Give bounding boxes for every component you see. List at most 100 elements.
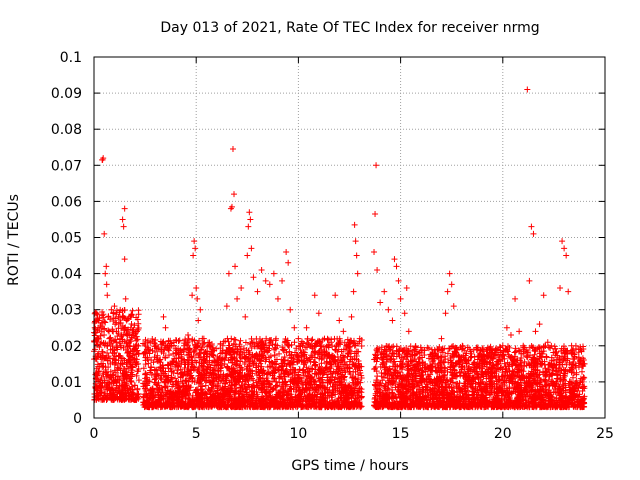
data-point [109, 326, 116, 333]
data-point [119, 355, 126, 362]
data-point [114, 384, 121, 391]
data-point [332, 347, 339, 354]
y-tick-label: 0.07 [51, 158, 82, 174]
data-point [223, 352, 230, 359]
data-point [128, 395, 135, 402]
data-point [124, 349, 131, 356]
data-point [127, 378, 134, 385]
y-tick-labels: 00.010.020.030.040.050.060.070.080.090.1 [51, 50, 82, 427]
y-tick-label: 0.06 [51, 194, 82, 210]
data-point [98, 360, 105, 367]
data-point [133, 351, 140, 358]
data-point [132, 361, 139, 368]
data-point [149, 336, 156, 343]
data-point [114, 333, 121, 340]
x-tick-label: 5 [192, 426, 201, 442]
data-point [99, 353, 106, 360]
data-point [98, 320, 105, 327]
data-point [104, 349, 111, 356]
data-point [123, 337, 130, 344]
data-point [101, 390, 108, 397]
data-point [553, 348, 560, 355]
x-tick-labels: 0 5 10 15 20 25 [90, 426, 614, 442]
data-point [94, 361, 101, 368]
data-point [265, 347, 272, 354]
data-point [123, 372, 130, 379]
data-point [120, 372, 127, 379]
data-point [126, 392, 133, 399]
data-point [122, 383, 129, 390]
data-point [134, 386, 141, 393]
data-point [102, 319, 109, 326]
data-point [121, 379, 128, 386]
x-tick-label: 10 [289, 426, 307, 442]
data-point [301, 361, 308, 368]
data-point [170, 350, 177, 357]
data-point [126, 331, 133, 338]
data-point [101, 331, 108, 338]
data-point [110, 315, 117, 322]
data-point [135, 311, 142, 318]
data-point [119, 370, 126, 377]
data-point [121, 395, 128, 402]
data-point [127, 363, 134, 370]
data-point [117, 336, 124, 343]
data-point [95, 393, 102, 400]
data-point [110, 395, 117, 402]
data-point [104, 343, 111, 350]
data-point [112, 321, 119, 328]
data-point [273, 382, 280, 389]
data-point [100, 311, 107, 318]
data-point [102, 368, 109, 375]
data-point [132, 396, 139, 403]
data-point [128, 367, 135, 374]
data-point [241, 361, 248, 368]
data-point [102, 386, 109, 393]
data-point [296, 366, 303, 373]
data-point [119, 382, 126, 389]
data-point [98, 387, 105, 394]
data-point [134, 336, 141, 343]
data-point [99, 312, 106, 319]
y-tick-label: 0.04 [51, 267, 82, 283]
y-tick-label: 0.08 [51, 122, 82, 138]
x-tick-label: 15 [392, 426, 410, 442]
data-point [129, 307, 136, 314]
data-point [114, 364, 121, 371]
data-point [237, 337, 244, 344]
data-point [276, 350, 283, 357]
data-point [128, 321, 135, 328]
data-point [177, 366, 184, 373]
data-point [101, 342, 108, 349]
data-point [103, 354, 110, 361]
data-point [253, 362, 260, 369]
y-tick-label: 0.01 [51, 375, 82, 391]
data-point [106, 355, 113, 362]
data-point [350, 379, 357, 386]
data-point [225, 338, 232, 345]
data-point [129, 329, 136, 336]
x-tick-label: 20 [494, 426, 512, 442]
data-point [113, 311, 120, 318]
data-point [104, 381, 111, 388]
data-point [131, 322, 138, 329]
y-tick-label: 0.03 [51, 303, 82, 319]
data-point [95, 395, 102, 402]
data-point [117, 361, 124, 368]
data-point [112, 387, 119, 394]
data-point [127, 361, 134, 368]
data-point [105, 392, 112, 399]
data-point [127, 348, 134, 355]
data-point [95, 335, 102, 342]
data-point [122, 396, 129, 403]
y-tick-label: 0.05 [51, 231, 82, 247]
x-tick-label: 0 [90, 426, 99, 442]
data-point [120, 331, 127, 338]
data-point [117, 306, 124, 313]
data-point [97, 332, 104, 339]
data-point [141, 341, 148, 348]
data-point [118, 360, 125, 367]
data-points [91, 86, 588, 411]
y-tick-label: 0.02 [51, 339, 82, 355]
